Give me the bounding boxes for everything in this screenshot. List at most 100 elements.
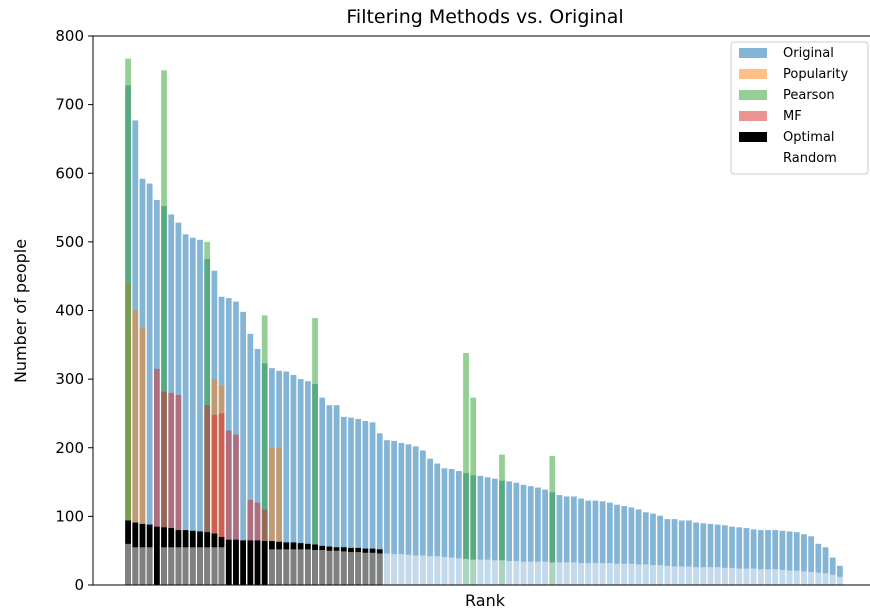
bar-random-74 xyxy=(650,565,656,585)
bar-random-30 xyxy=(333,550,340,585)
bar-original-67 xyxy=(599,501,606,585)
bar-original-72 xyxy=(635,509,642,585)
bar-original-28 xyxy=(319,397,326,585)
y-tick-label: 400 xyxy=(55,302,84,320)
bar-original-63 xyxy=(571,496,577,585)
bar-original-46 xyxy=(448,469,455,585)
bar-original-83 xyxy=(714,524,721,585)
bar-random-87 xyxy=(743,568,750,585)
bar-pearson-48 xyxy=(463,353,469,585)
legend-label-optimal: Optimal xyxy=(783,130,834,145)
y-tick-label: 100 xyxy=(55,507,84,525)
bar-random-80 xyxy=(693,567,699,585)
bar-original-34 xyxy=(362,420,369,585)
bar-original-64 xyxy=(578,498,584,585)
bar-random-92 xyxy=(779,569,786,585)
bar-random-24 xyxy=(290,549,297,585)
bar-original-10 xyxy=(189,237,196,585)
bar-random-81 xyxy=(700,567,707,585)
bar-random-52 xyxy=(491,560,498,585)
bar-random-71 xyxy=(628,563,635,585)
bar-original-69 xyxy=(614,504,620,585)
bar-pearson-49 xyxy=(470,397,477,585)
bar-pearson-6 xyxy=(161,70,167,585)
bar-original-35 xyxy=(369,422,376,585)
bar-random-10 xyxy=(189,547,196,585)
bar-random-64 xyxy=(578,563,584,585)
bar-random-31 xyxy=(340,551,347,585)
bar-original-23 xyxy=(283,371,290,585)
bars-group xyxy=(125,58,843,586)
bar-random-21 xyxy=(269,549,275,585)
bar-mf-12 xyxy=(204,405,211,585)
bar-original-39 xyxy=(398,442,405,585)
legend-label-pearson: Pearson xyxy=(783,88,835,103)
bar-mf-15 xyxy=(225,430,232,585)
bar-pearson-53 xyxy=(499,454,505,585)
bar-random-60 xyxy=(549,562,556,585)
legend-swatch-mf xyxy=(739,111,767,121)
bar-original-80 xyxy=(693,522,699,585)
bar-random-73 xyxy=(642,564,649,585)
bar-random-63 xyxy=(571,562,577,585)
bar-random-93 xyxy=(786,570,793,585)
bar-mf-14 xyxy=(218,413,225,585)
bar-original-76 xyxy=(664,519,671,585)
bar-original-95 xyxy=(801,534,807,585)
bar-random-57 xyxy=(527,561,534,585)
bar-random-35 xyxy=(369,552,376,585)
bar-random-68 xyxy=(606,563,613,585)
bar-original-68 xyxy=(606,502,613,585)
bar-random-48 xyxy=(463,558,469,585)
legend-swatch-optimal xyxy=(739,132,767,142)
bar-original-71 xyxy=(628,507,635,585)
bar-random-43 xyxy=(427,556,433,585)
legend-label-mf: MF xyxy=(783,109,802,124)
bar-mf-6 xyxy=(161,391,167,585)
bar-original-37 xyxy=(384,440,390,585)
bar-random-82 xyxy=(707,567,714,585)
bar-random-11 xyxy=(197,547,203,585)
y-axis: 0 100 200 300 400 500 600 700 800 xyxy=(55,27,93,594)
bar-optimal-5 xyxy=(153,526,160,585)
bar-original-45 xyxy=(441,468,448,585)
bar-random-45 xyxy=(441,556,448,585)
bar-original-41 xyxy=(412,446,419,585)
bar-random-83 xyxy=(714,567,721,585)
bar-original-84 xyxy=(721,525,728,585)
bar-original-97 xyxy=(815,543,822,585)
bar-original-32 xyxy=(348,417,354,585)
legend-label-original: Original xyxy=(783,46,834,61)
bar-random-100 xyxy=(837,576,843,585)
bar-random-26 xyxy=(304,549,311,585)
bar-random-95 xyxy=(801,571,807,585)
bar-random-28 xyxy=(319,550,326,585)
bar-pearson-27 xyxy=(312,318,318,585)
bar-original-31 xyxy=(340,416,347,585)
bar-original-56 xyxy=(520,484,527,585)
bar-optimal-18 xyxy=(247,540,254,585)
bar-random-89 xyxy=(757,569,764,585)
bar-random-75 xyxy=(657,565,664,585)
bar-random-51 xyxy=(484,559,491,585)
bar-original-73 xyxy=(642,512,649,585)
y-axis-label: Number of people xyxy=(11,239,30,383)
bar-optimal-15 xyxy=(225,539,232,585)
bar-original-11 xyxy=(197,239,203,585)
bar-original-55 xyxy=(513,482,520,585)
bar-original-70 xyxy=(621,506,628,585)
bar-random-1 xyxy=(125,543,131,585)
bar-original-52 xyxy=(491,478,498,585)
bar-random-91 xyxy=(772,569,779,585)
bar-random-32 xyxy=(348,552,354,585)
bar-random-46 xyxy=(448,557,455,585)
bar-popularity-3 xyxy=(139,327,146,585)
bar-original-54 xyxy=(506,481,513,585)
bar-random-58 xyxy=(535,561,541,585)
y-tick-label: 600 xyxy=(55,164,84,182)
bar-original-77 xyxy=(671,519,678,585)
bar-original-74 xyxy=(650,513,656,585)
legend-swatch-random xyxy=(739,153,767,163)
bar-popularity-22 xyxy=(276,447,282,585)
bar-mf-8 xyxy=(175,394,182,585)
